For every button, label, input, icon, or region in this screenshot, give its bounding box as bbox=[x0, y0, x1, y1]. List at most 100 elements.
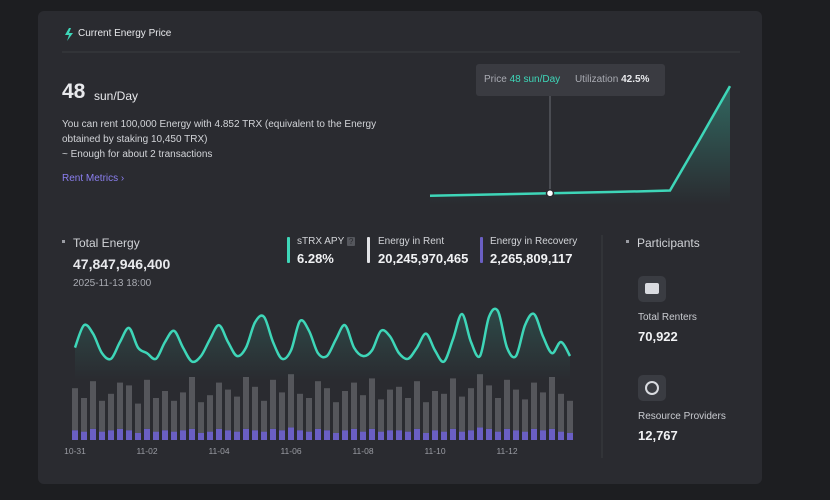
bar bbox=[396, 387, 402, 430]
bar bbox=[81, 432, 87, 440]
bar bbox=[333, 433, 339, 440]
stat-label: sTRX APY ? bbox=[297, 236, 355, 247]
bar bbox=[207, 395, 213, 431]
bar bbox=[306, 432, 312, 440]
bar bbox=[495, 432, 501, 440]
bar bbox=[252, 430, 258, 440]
header-title: Current Energy Price bbox=[78, 28, 171, 39]
bar bbox=[270, 380, 276, 429]
bar bbox=[504, 380, 510, 429]
bar bbox=[540, 430, 546, 440]
bar bbox=[243, 429, 249, 440]
bar bbox=[180, 430, 186, 440]
bar bbox=[567, 433, 573, 440]
stat-label: Energy in Rent bbox=[378, 236, 444, 247]
bar bbox=[333, 402, 339, 433]
bar bbox=[171, 401, 177, 432]
bar bbox=[531, 383, 537, 429]
bar bbox=[468, 388, 474, 430]
bar bbox=[342, 391, 348, 430]
bar bbox=[261, 401, 267, 432]
bar bbox=[135, 433, 141, 440]
bar bbox=[405, 398, 411, 432]
bar bbox=[126, 385, 132, 430]
bar bbox=[387, 430, 393, 440]
bar bbox=[126, 430, 132, 440]
bar bbox=[288, 374, 294, 427]
bar bbox=[225, 390, 231, 431]
bar bbox=[378, 399, 384, 431]
bar bbox=[324, 388, 330, 430]
bar bbox=[513, 390, 519, 431]
bar bbox=[423, 402, 429, 433]
bar bbox=[135, 404, 141, 433]
bar bbox=[432, 430, 438, 440]
price-area bbox=[430, 86, 730, 205]
bar bbox=[243, 377, 249, 429]
x-tick-label: 11-04 bbox=[208, 446, 229, 456]
bar bbox=[162, 430, 168, 440]
bar bbox=[99, 432, 105, 440]
bar bbox=[549, 377, 555, 429]
bar bbox=[144, 429, 150, 440]
bar bbox=[315, 381, 321, 429]
bar bbox=[459, 397, 465, 432]
bar bbox=[306, 398, 312, 432]
timestamp: 2025-11-13 18:00 bbox=[73, 278, 151, 289]
x-tick-label: 11-06 bbox=[280, 446, 301, 456]
bar bbox=[414, 381, 420, 429]
wallet-icon bbox=[645, 283, 659, 294]
total-energy-value: 47,847,946,400 bbox=[73, 256, 170, 272]
bar bbox=[90, 381, 96, 429]
bar bbox=[513, 430, 519, 440]
stat-value: 6.28% bbox=[297, 251, 334, 266]
x-tick-label: 11-02 bbox=[136, 446, 157, 456]
bar bbox=[225, 430, 231, 440]
bar bbox=[558, 394, 564, 432]
bar bbox=[522, 399, 528, 431]
participant-value: 12,767 bbox=[638, 428, 678, 443]
bar bbox=[396, 430, 402, 440]
indicator bbox=[367, 237, 370, 263]
price-unit: sun/Day bbox=[94, 89, 138, 103]
bar bbox=[108, 430, 114, 440]
bar bbox=[378, 432, 384, 440]
bar bbox=[432, 391, 438, 430]
bar bbox=[351, 383, 357, 429]
tooltip-label: Price bbox=[484, 74, 507, 85]
bar bbox=[441, 394, 447, 432]
bar bbox=[387, 390, 393, 431]
bar bbox=[288, 427, 294, 440]
stat-label: Energy in Recovery bbox=[490, 236, 577, 247]
bar bbox=[90, 429, 96, 440]
bar bbox=[540, 392, 546, 430]
bar bbox=[369, 378, 375, 428]
bar bbox=[216, 429, 222, 440]
participant-label: Total Renters bbox=[638, 312, 697, 323]
icon-box bbox=[638, 375, 666, 401]
bar bbox=[117, 383, 123, 429]
help-icon[interactable]: ? bbox=[347, 237, 355, 246]
stat-label-text: sTRX APY bbox=[297, 236, 344, 247]
bar bbox=[153, 398, 159, 432]
link-text[interactable]: Rent Metrics bbox=[62, 173, 118, 184]
rent-metrics-link[interactable]: Rent Metrics › bbox=[62, 173, 124, 184]
bar bbox=[81, 398, 87, 432]
bar bbox=[279, 430, 285, 440]
tooltip-value: 42.5% bbox=[621, 74, 649, 85]
bar bbox=[405, 432, 411, 440]
bar bbox=[189, 429, 195, 440]
bar bbox=[315, 429, 321, 440]
indicator bbox=[287, 237, 290, 263]
bar bbox=[342, 430, 348, 440]
bar bbox=[360, 395, 366, 431]
bar bbox=[279, 392, 285, 430]
line-area bbox=[75, 309, 570, 380]
bar bbox=[567, 401, 573, 433]
tooltip-value: 48 sun/Day bbox=[510, 74, 561, 85]
bar bbox=[198, 433, 204, 440]
bar bbox=[450, 378, 456, 428]
chevron: › bbox=[121, 173, 124, 184]
